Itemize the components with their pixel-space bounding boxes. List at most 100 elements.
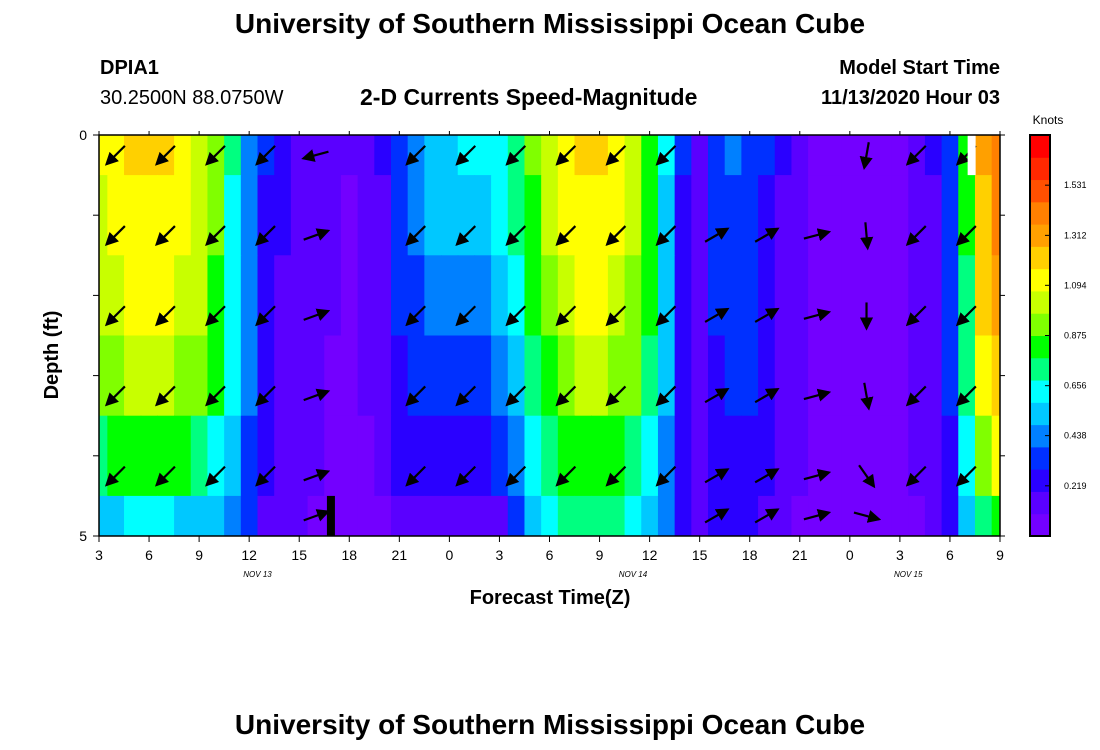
heat-cell bbox=[591, 495, 609, 536]
current-vector-arrow bbox=[555, 465, 577, 487]
current-vector-arrow bbox=[905, 225, 927, 246]
heat-cell bbox=[357, 175, 375, 256]
current-vector-arrow bbox=[859, 142, 873, 171]
heat-cell bbox=[691, 135, 709, 176]
heat-cell bbox=[891, 415, 909, 497]
heat-cell bbox=[107, 175, 125, 256]
heat-cell bbox=[641, 335, 659, 417]
heat-cell bbox=[290, 135, 309, 176]
x-tick-label: 12 bbox=[241, 547, 257, 563]
heat-cell bbox=[407, 495, 425, 536]
x-tick-label: 18 bbox=[742, 547, 758, 563]
heat-cell bbox=[174, 495, 192, 536]
heat-cell bbox=[574, 175, 592, 256]
colorbar-swatch bbox=[1030, 335, 1050, 359]
heat-cell bbox=[491, 495, 509, 536]
heat-cell bbox=[541, 255, 559, 337]
heat-cell bbox=[941, 135, 959, 176]
heat-cell bbox=[574, 415, 592, 497]
heat-cell bbox=[741, 255, 759, 337]
heat-cell bbox=[607, 335, 626, 417]
heat-cell bbox=[541, 175, 559, 256]
heat-cell bbox=[724, 495, 742, 536]
current-vector-arrow bbox=[605, 225, 627, 246]
current-vector-arrow bbox=[455, 305, 477, 327]
colorbar-tick-label: 1.312 bbox=[1064, 230, 1087, 240]
heat-cell bbox=[374, 135, 392, 176]
colorbar-swatch bbox=[1030, 513, 1050, 537]
heat-cell bbox=[991, 415, 1000, 497]
heat-cell bbox=[674, 255, 692, 337]
heat-cell bbox=[340, 175, 359, 256]
x-tick-label: 9 bbox=[195, 547, 203, 563]
heat-cell bbox=[591, 335, 609, 417]
heat-cell bbox=[991, 135, 1000, 176]
x-tick-label: 3 bbox=[896, 547, 904, 563]
current-vector-arrow bbox=[205, 305, 226, 327]
heat-cell bbox=[424, 335, 442, 417]
heat-cell bbox=[474, 495, 492, 536]
heat-cell bbox=[541, 135, 559, 176]
heat-cell bbox=[891, 135, 909, 176]
model-start-label: Model Start Time bbox=[839, 57, 1000, 79]
heat-cell bbox=[390, 255, 409, 337]
heat-cell bbox=[424, 415, 442, 497]
heat-cell bbox=[424, 255, 442, 337]
heat-cell bbox=[140, 135, 158, 176]
current-vector-arrow bbox=[405, 385, 426, 407]
colorbar-swatch bbox=[1030, 380, 1050, 403]
heat-cell bbox=[390, 415, 409, 497]
heat-cell bbox=[257, 335, 275, 417]
heat-cell bbox=[908, 255, 926, 337]
current-vector-arrow bbox=[605, 465, 627, 487]
heat-cell bbox=[674, 415, 692, 497]
heat-cell bbox=[257, 415, 275, 497]
current-vector-arrow bbox=[154, 465, 176, 487]
current-vector-arrow bbox=[605, 385, 627, 407]
current-vector-arrow bbox=[803, 388, 832, 402]
heat-cell bbox=[374, 175, 392, 256]
heat-cell bbox=[824, 135, 843, 176]
heat-cell bbox=[207, 255, 225, 337]
heat-cell bbox=[624, 255, 642, 337]
x-tick-label: 3 bbox=[95, 547, 103, 563]
x-tick-label: 12 bbox=[642, 547, 658, 563]
colorbar-swatch bbox=[1030, 290, 1050, 314]
heat-cell bbox=[841, 135, 859, 176]
heat-cell bbox=[140, 255, 158, 337]
current-vector-arrow bbox=[255, 465, 276, 487]
heat-cell bbox=[741, 335, 759, 417]
heat-cell bbox=[874, 335, 893, 417]
heat-cell bbox=[657, 175, 676, 256]
colorbar-swatch bbox=[1030, 135, 1050, 158]
heat-cell bbox=[307, 415, 325, 497]
model-start-value: 11/13/2020 Hour 03 bbox=[820, 87, 1000, 109]
heat-cell bbox=[174, 415, 192, 497]
heat-cell bbox=[157, 415, 175, 497]
current-vector-arrow bbox=[704, 468, 730, 484]
heat-cell bbox=[808, 175, 826, 256]
heat-cell bbox=[824, 415, 843, 497]
heat-cell bbox=[457, 335, 476, 417]
heat-cell bbox=[240, 415, 259, 497]
heat-cell bbox=[774, 255, 793, 337]
heat-cell bbox=[390, 495, 409, 536]
current-vector-arrow bbox=[205, 465, 226, 487]
heat-cell bbox=[758, 135, 776, 176]
heat-cell bbox=[207, 415, 225, 497]
heat-cell bbox=[808, 335, 826, 417]
colorbar-swatch bbox=[1030, 402, 1050, 426]
heat-cell bbox=[407, 255, 425, 337]
current-vector-arrow bbox=[555, 305, 577, 327]
current-vector-arrow bbox=[754, 508, 780, 524]
heat-cell bbox=[624, 135, 642, 176]
heat-cell bbox=[474, 255, 492, 337]
data-marker bbox=[326, 495, 335, 536]
heat-cell bbox=[858, 335, 876, 417]
current-vector-arrow bbox=[154, 145, 176, 166]
heat-cell bbox=[991, 175, 1000, 256]
heat-cell bbox=[140, 495, 158, 536]
heat-cell bbox=[340, 415, 359, 497]
heat-cell bbox=[974, 175, 993, 256]
current-vector-arrow bbox=[605, 305, 627, 327]
